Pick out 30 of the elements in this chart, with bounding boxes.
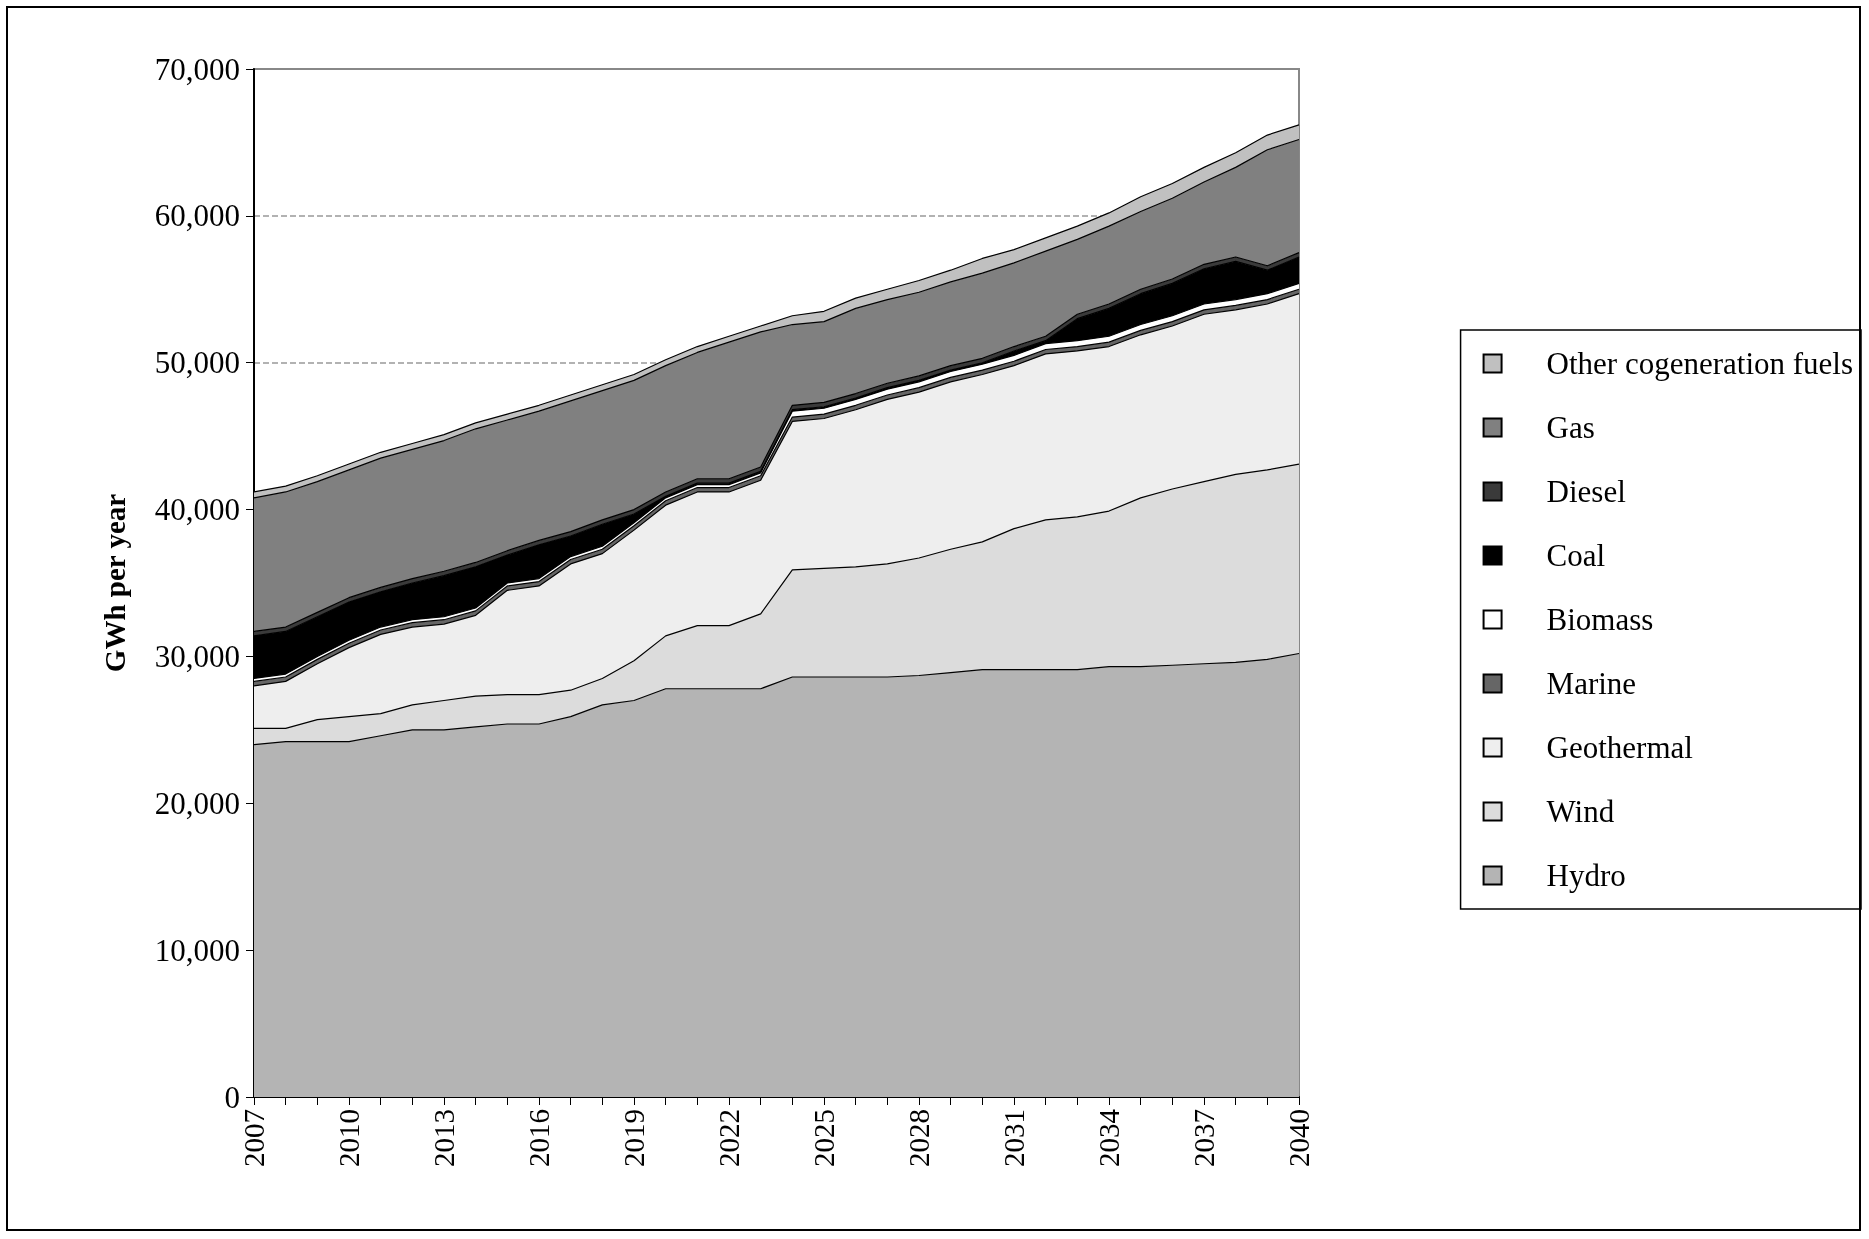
x-tick-label: 2019 bbox=[618, 1109, 650, 1167]
x-tick-label: 2040 bbox=[1283, 1109, 1315, 1167]
x-tick-label: 2016 bbox=[523, 1109, 555, 1167]
x-tick-label: 2022 bbox=[713, 1109, 745, 1167]
x-tick-label: 2028 bbox=[903, 1109, 935, 1167]
y-tick-label: 0 bbox=[224, 1079, 240, 1115]
legend-label: Marine bbox=[1546, 666, 1637, 701]
y-tick-label: 60,000 bbox=[154, 198, 240, 234]
x-tick-label: 2031 bbox=[998, 1109, 1030, 1167]
y-tick-label: 10,000 bbox=[154, 932, 240, 968]
x-tick-label: 2034 bbox=[1093, 1108, 1125, 1167]
y-axis-title: GWh per year bbox=[98, 493, 131, 673]
x-tick-label: 2007 bbox=[238, 1109, 270, 1167]
y-tick-label: 30,000 bbox=[154, 638, 240, 674]
y-tick-label: 50,000 bbox=[154, 345, 240, 381]
x-tick-label: 2037 bbox=[1188, 1109, 1220, 1167]
legend-label: Biomass bbox=[1546, 602, 1654, 637]
y-tick-label: 70,000 bbox=[154, 51, 240, 87]
legend-label: Other cogeneration fuels bbox=[1546, 346, 1854, 381]
legend-label: Wind bbox=[1546, 794, 1615, 829]
x-tick-label: 2025 bbox=[808, 1109, 840, 1167]
x-tick-label: 2013 bbox=[428, 1109, 460, 1167]
legend-label: Gas bbox=[1546, 410, 1595, 445]
x-tick-label: 2010 bbox=[333, 1109, 365, 1167]
legend-label: Hydro bbox=[1546, 858, 1626, 893]
legend-label: Coal bbox=[1546, 538, 1606, 573]
legend-label: Geothermal bbox=[1546, 730, 1693, 765]
y-tick-label: 20,000 bbox=[154, 785, 240, 821]
legend-label: Diesel bbox=[1546, 474, 1626, 509]
y-tick-label: 40,000 bbox=[154, 492, 240, 528]
